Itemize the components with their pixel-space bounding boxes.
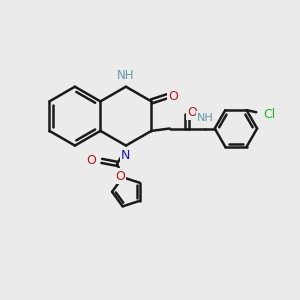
Text: O: O (86, 154, 96, 167)
Text: N: N (121, 148, 130, 161)
Text: NH: NH (117, 69, 135, 82)
Text: O: O (188, 106, 198, 119)
Text: O: O (115, 170, 125, 183)
Text: O: O (168, 90, 178, 103)
Text: Cl: Cl (264, 108, 276, 122)
Text: NH: NH (197, 112, 214, 123)
